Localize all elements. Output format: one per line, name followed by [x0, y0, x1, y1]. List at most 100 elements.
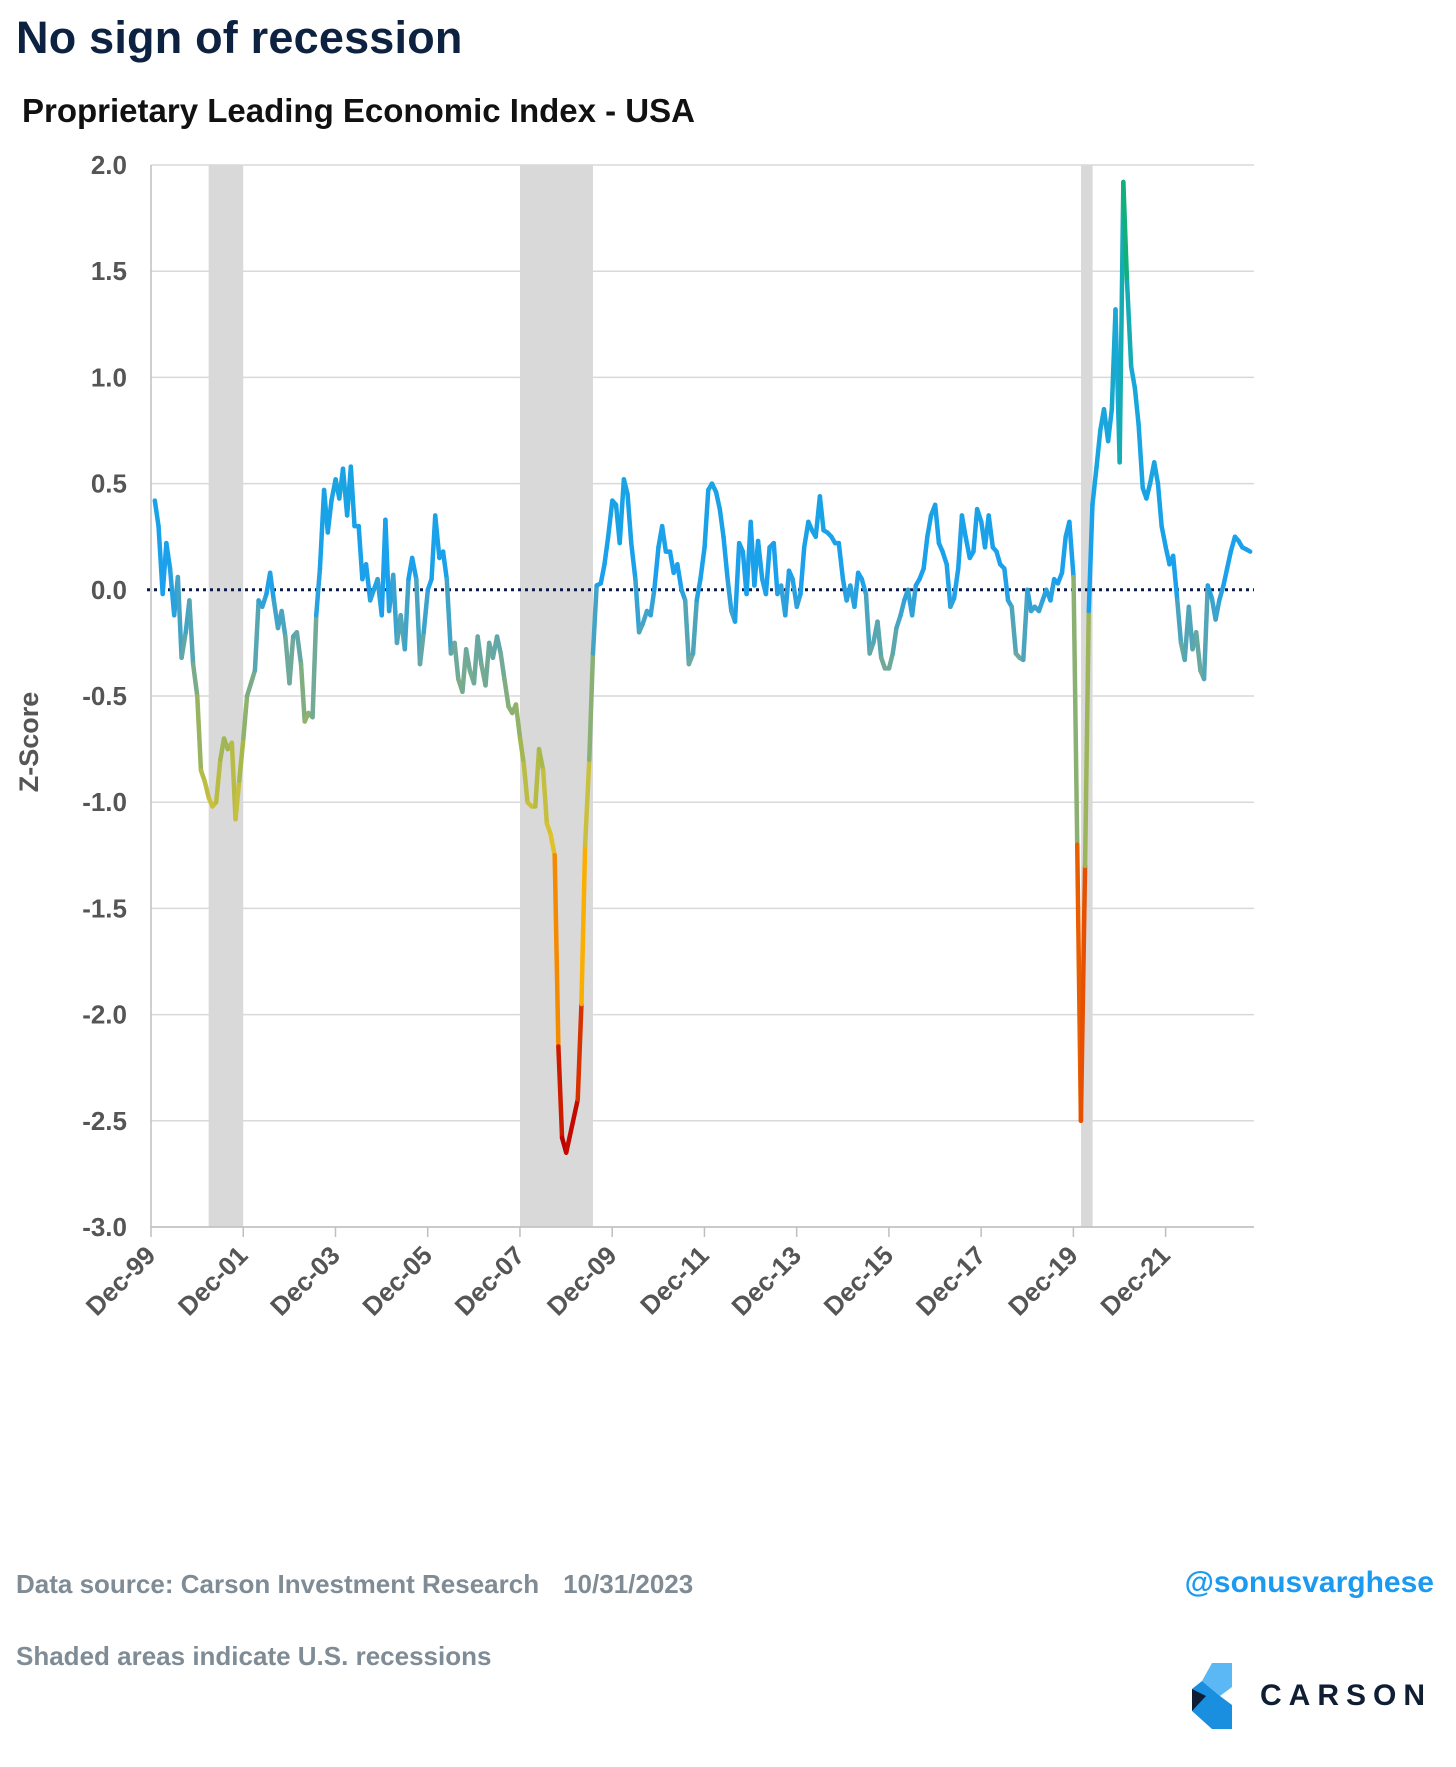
series-segment: [494, 634, 503, 656]
series-segment: [579, 842, 588, 1007]
series-segment: [725, 576, 734, 614]
x-tick-label: Dec-05: [356, 1240, 438, 1322]
y-tick-label: 0.0: [91, 575, 127, 605]
series-segment: [682, 598, 692, 667]
series-segment: [1082, 608, 1092, 869]
series-segment: [732, 540, 742, 624]
series-segment: [267, 570, 277, 603]
series-segment: [421, 587, 431, 635]
page-title: No sign of recession: [16, 12, 463, 63]
series-segment: [463, 647, 473, 673]
series-segment: [836, 540, 846, 582]
series-segment: [533, 746, 542, 809]
lei-line-chart: 2.01.51.00.50.0-0.5-1.0-1.5-2.0-2.5-3.0 …: [14, 150, 1254, 1322]
series-segment: [617, 477, 627, 546]
series-segment: [921, 534, 930, 571]
series-segment: [605, 498, 615, 539]
series-segment: [863, 591, 872, 656]
x-tick-label: Dec-21: [1094, 1240, 1176, 1322]
series-segment: [1217, 583, 1226, 603]
y-tick-label: -1.0: [82, 787, 127, 817]
series-segment: [1170, 553, 1180, 603]
series-segment: [502, 676, 511, 709]
y-tick-label: -2.5: [82, 1106, 127, 1136]
series-segment: [798, 545, 807, 597]
series-segment: [755, 538, 765, 582]
series-segment: [187, 598, 196, 667]
series-segment: [1201, 583, 1210, 682]
series-segment: [582, 757, 592, 847]
series-segment: [1086, 502, 1095, 614]
y-tick-label: -3.0: [82, 1212, 127, 1242]
series-segment: [859, 576, 869, 597]
series-segment: [440, 549, 450, 582]
series-segment: [402, 576, 411, 652]
series-segment: [698, 545, 707, 582]
series-segment: [241, 693, 250, 741]
series-segment: [886, 651, 895, 671]
data-source-label: Data source: Carson Investment Research: [16, 1569, 540, 1599]
series-segment: [1025, 587, 1034, 614]
series-segment: [771, 540, 780, 597]
series-segment: [252, 598, 261, 673]
series-segment: [1175, 598, 1184, 646]
series-segment: [702, 487, 711, 550]
data-source-date: 10/31/2023: [563, 1569, 694, 1599]
series-segment: [1105, 407, 1115, 444]
series-segment: [1144, 481, 1153, 501]
series-segment: [1213, 598, 1222, 622]
y-tick-label: 0.5: [91, 469, 127, 499]
recession-note: Shaded areas indicate U.S. recessions: [16, 1641, 492, 1671]
series-segment: [1244, 547, 1253, 554]
series-segment: [817, 494, 826, 533]
series-segment: [432, 513, 442, 561]
x-tick-label: Dec-11: [634, 1240, 714, 1320]
y-tick-label: -2.0: [82, 1000, 127, 1030]
x-tick-label: Dec-07: [449, 1240, 531, 1322]
series-segment: [1136, 421, 1145, 491]
series-segment: [951, 566, 961, 601]
series-segment: [1078, 863, 1088, 1124]
series-segment: [721, 534, 730, 582]
series-segment: [852, 570, 861, 610]
y-tick-label: -0.5: [82, 681, 127, 711]
series-segment: [1021, 587, 1030, 663]
series-segment: [713, 489, 723, 512]
author-handle[interactable]: @sonusvarghese: [1184, 1566, 1434, 1599]
series-segment: [625, 491, 634, 546]
series-segment: [1090, 464, 1099, 508]
y-tick-label: 2.0: [91, 150, 127, 180]
series-segment: [287, 634, 296, 686]
series-segment: [417, 630, 426, 667]
x-tick-label: Dec-17: [910, 1240, 992, 1322]
series-segment: [1224, 549, 1234, 571]
series-segment: [602, 534, 611, 567]
series-segment: [1067, 519, 1076, 580]
series-segment: [1128, 364, 1138, 391]
series-segment: [1002, 566, 1011, 603]
series-segment: [1159, 523, 1169, 550]
series-segment: [986, 513, 996, 550]
series-segment: [1155, 481, 1164, 529]
series-segment: [717, 506, 726, 539]
series-segment: [971, 506, 980, 554]
index-series: [152, 179, 1253, 1155]
y-axis-label: Z-Score: [14, 692, 44, 793]
series-segment: [1117, 179, 1126, 465]
series-segment: [540, 768, 550, 826]
series-segment: [575, 1001, 584, 1102]
series-segment: [475, 634, 484, 667]
series-segment: [325, 498, 334, 535]
series-segment: [444, 576, 454, 656]
series-segment: [313, 566, 323, 618]
series-segment: [563, 1097, 580, 1155]
series-segment: [628, 540, 638, 582]
y-tick-labels: 2.0 1.5 1.0 0.5 0.0 -0.5 -1.0 -1.5 -2.0 -2.5 -3.0: [82, 150, 127, 1242]
series-segment: [552, 853, 561, 1049]
series-segment: [513, 702, 523, 741]
y-tick-label: 1.5: [91, 256, 127, 286]
series-segment: [190, 661, 200, 699]
series-segment: [690, 598, 699, 656]
series-segment: [356, 523, 365, 582]
series-segment: [963, 534, 973, 561]
